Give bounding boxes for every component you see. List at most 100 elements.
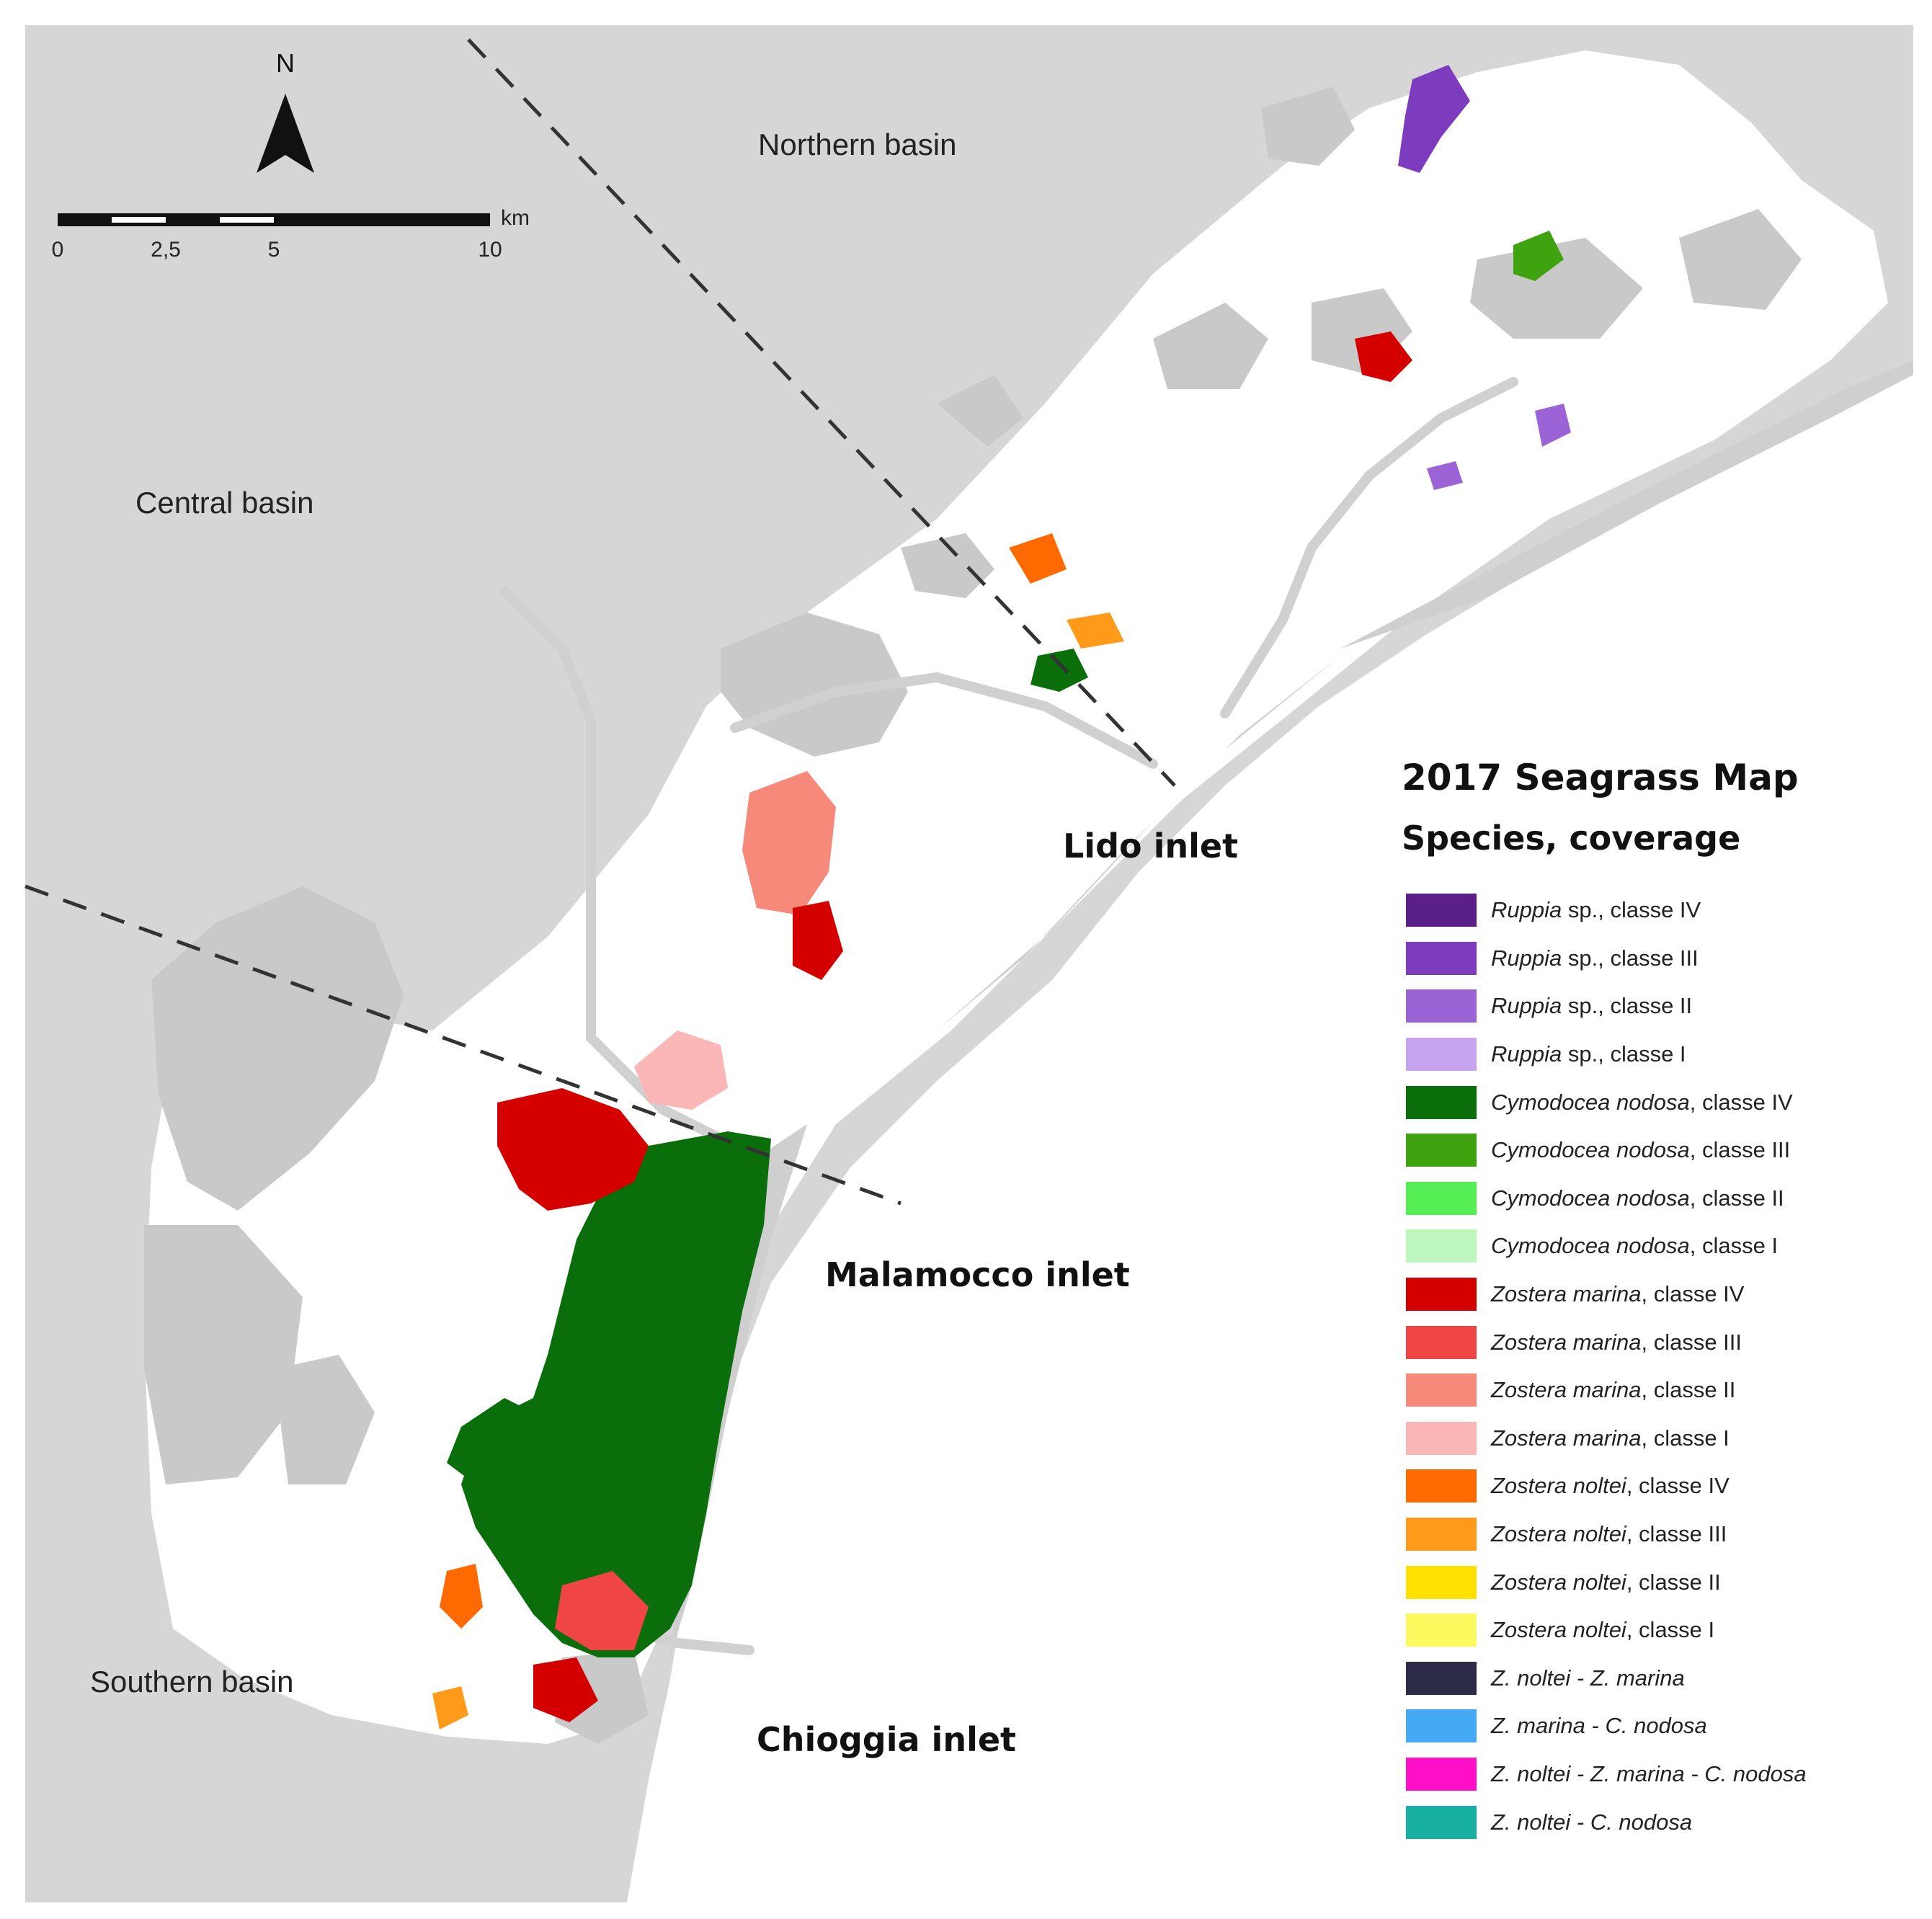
legend-label: Ruppia sp., classe IV	[1491, 897, 1701, 923]
scale-unit: km	[501, 206, 530, 230]
patch-zmarina-iv-chioggia	[533, 1657, 598, 1722]
legend-title: 2017 Seagrass Map	[1402, 757, 1799, 798]
legend-class: , classe III	[1641, 1329, 1742, 1355]
legend-species: Zostera noltei	[1491, 1473, 1626, 1499]
legend-label: Z. noltei - C. nodosa	[1491, 1809, 1692, 1835]
patch-zmarina-iv-malamocco	[497, 1088, 649, 1211]
patch-znoltei-iii-southern	[432, 1686, 468, 1729]
legend-species: Zostera noltei	[1491, 1617, 1626, 1643]
label-malamocco-inlet: Malamocco inlet	[825, 1255, 1130, 1294]
scale-bar-segment-2	[220, 217, 274, 223]
legend-label: Zostera marina, classe I	[1491, 1425, 1730, 1451]
legend-species: Ruppia	[1491, 993, 1562, 1019]
legend-class: , classe III	[1626, 1521, 1727, 1547]
legend-class: , classe II	[1689, 1185, 1784, 1211]
legend-species: Z. noltei - Z. marina	[1491, 1665, 1685, 1691]
legend-class: , classe I	[1626, 1617, 1715, 1643]
patch-zmarina-iv-mid	[793, 901, 843, 980]
legend-item: Ruppia sp., classe III	[1402, 935, 1906, 983]
boundary-central-south	[25, 884, 902, 1206]
legend-species: Zostera marina	[1491, 1425, 1642, 1451]
legend-item: Cymodocea nodosa, classe II	[1402, 1175, 1906, 1223]
legend-class: sp., classe III	[1562, 945, 1699, 971]
legend-species: Cymodocea nodosa	[1491, 1137, 1690, 1163]
label-southern-basin: Southern basin	[90, 1665, 294, 1698]
patch-ruppia-ii-south	[1427, 461, 1463, 490]
legend-label: Zostera noltei, classe III	[1491, 1521, 1727, 1547]
legend-swatch	[1406, 1373, 1477, 1407]
legend-label: Ruppia sp., classe III	[1491, 945, 1699, 971]
legend-swatch	[1406, 1278, 1477, 1312]
legend-class: , classe I	[1689, 1233, 1779, 1259]
scale-tick-2-5: 2,5	[151, 238, 181, 262]
island-southwest	[144, 1225, 303, 1484]
legend-swatch	[1406, 1229, 1477, 1263]
legend-item: Ruppia sp., classe I	[1402, 1030, 1906, 1079]
patch-cymodocea-iii-north	[1513, 231, 1564, 281]
legend-label: Cymodocea nodosa, classe I	[1491, 1233, 1778, 1259]
legend-label: Zostera noltei, classe I	[1491, 1617, 1714, 1643]
legend-label: Ruppia sp., classe I	[1491, 1041, 1686, 1067]
north-label: N	[276, 48, 295, 78]
patch-cymodocea-iv-lido	[1030, 649, 1088, 692]
north-arrow-right	[285, 94, 314, 173]
legend-subtitle: Species, coverage	[1402, 819, 1741, 858]
legend-item: Zostera marina, classe I	[1402, 1415, 1906, 1463]
legend-species: Cymodocea nodosa	[1491, 1089, 1690, 1115]
channel-north	[1220, 377, 1518, 718]
island-central-1	[937, 375, 1023, 447]
legend-item: Z. noltei - Z. marina	[1402, 1655, 1906, 1703]
legend-item: Z. marina - C. nodosa	[1402, 1702, 1906, 1750]
legend-items: Ruppia sp., classe IV Ruppia sp., classe …	[1402, 886, 1906, 1846]
legend-label: Zostera noltei, classe II	[1491, 1570, 1721, 1595]
label-lido-inlet: Lido inlet	[1063, 827, 1238, 865]
patch-zmarina-i-ring	[634, 1030, 728, 1110]
legend-swatch	[1406, 1518, 1477, 1551]
island-murano	[901, 533, 994, 598]
legend-swatch	[1406, 1325, 1477, 1359]
legend-species: Cymodocea nodosa	[1491, 1233, 1690, 1259]
patch-zmarina-ii-large	[742, 771, 836, 915]
legend-swatch	[1406, 894, 1477, 927]
legend-species: Zostera noltei	[1491, 1521, 1626, 1547]
legend-label: Ruppia sp., classe II	[1491, 993, 1692, 1019]
legend-item: Zostera noltei, classe III	[1402, 1510, 1906, 1559]
legend-species: Z. marina - C. nodosa	[1491, 1713, 1707, 1739]
legend-label: Zostera noltei, classe IV	[1491, 1473, 1730, 1499]
legend-label: Zostera marina, classe III	[1491, 1330, 1742, 1355]
north-arrow-left	[257, 94, 285, 173]
channel-lido	[730, 672, 1158, 769]
legend-item: Zostera marina, classe IV	[1402, 1270, 1906, 1319]
island-north-5	[1679, 209, 1802, 310]
boundary-north-central	[467, 38, 1176, 787]
legend-class: , classe IV	[1689, 1089, 1793, 1115]
legend-species: Zostera marina	[1491, 1329, 1642, 1355]
barrier-islands	[670, 360, 1913, 1657]
legend-swatch	[1406, 1805, 1477, 1839]
legend-label: Zostera marina, classe IV	[1491, 1281, 1744, 1307]
legend-item: Zostera marina, classe III	[1402, 1318, 1906, 1366]
legend-label: Cymodocea nodosa, classe II	[1491, 1185, 1784, 1211]
legend-item: Ruppia sp., classe II	[1402, 982, 1906, 1030]
pellestrina-island	[670, 1124, 807, 1657]
legend-species: Zostera marina	[1491, 1281, 1642, 1307]
legend-item: Cymodocea nodosa, classe IV	[1402, 1078, 1906, 1126]
legend-swatch	[1406, 941, 1477, 975]
legend-class: , classe II	[1626, 1569, 1721, 1595]
cavallino-spit	[1340, 360, 1913, 649]
legend-swatch	[1406, 1038, 1477, 1072]
legend-species: Ruppia	[1491, 945, 1562, 971]
legend-swatch	[1406, 1613, 1477, 1647]
legend-class: sp., classe I	[1562, 1041, 1686, 1067]
legend-swatch	[1406, 1565, 1477, 1599]
adriatic-sea	[627, 375, 1913, 1902]
scale-tick-5: 5	[268, 238, 280, 262]
legend-class: , classe I	[1641, 1425, 1730, 1451]
patch-cymodocea-iv-main	[461, 1131, 771, 1657]
legend-swatch	[1406, 1661, 1477, 1695]
legend-label: Cymodocea nodosa, classe IV	[1491, 1090, 1793, 1116]
legend-species: Z. noltei - Z. marina - C. nodosa	[1491, 1760, 1807, 1786]
patch-zmarina-iii-south	[555, 1571, 649, 1650]
legend-item: Zostera noltei, classe IV	[1402, 1462, 1906, 1510]
lagoon-islands	[144, 86, 1802, 1744]
